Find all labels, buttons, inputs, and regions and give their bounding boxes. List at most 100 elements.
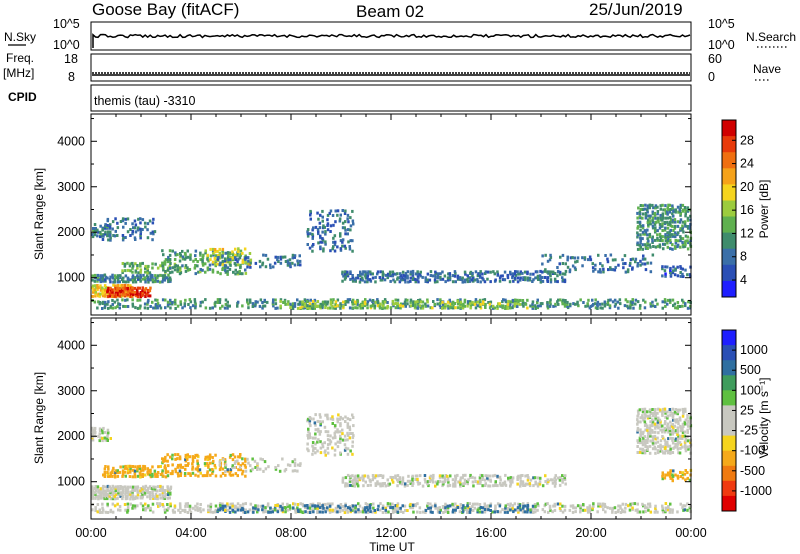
velocity-cell: [462, 482, 465, 486]
velocity-cell: [668, 510, 672, 514]
power-cell: [644, 245, 648, 249]
power-cell: [339, 239, 343, 243]
power-cell: [376, 298, 379, 302]
power-cell: [139, 279, 142, 283]
velocity-cell: [431, 478, 434, 482]
velocity-cell: [91, 487, 94, 491]
velocity-cell: [669, 432, 672, 436]
velocity-cell: [579, 508, 582, 512]
velocity-cell: [131, 504, 135, 508]
power-cell: [511, 272, 515, 276]
velocity-cell: [149, 508, 152, 512]
power-cell: [219, 272, 222, 276]
power-cell: [411, 304, 415, 308]
velocity-cell: [308, 506, 312, 510]
power-cell: [292, 304, 295, 308]
velocity-cell: [207, 504, 210, 508]
velocity-cell: [558, 478, 562, 482]
power-cell: [201, 300, 204, 304]
power-cell: [197, 270, 200, 274]
power-cell: [586, 302, 589, 306]
velocity-cell: [558, 506, 562, 510]
velocity-cell: [411, 484, 414, 487]
power-cell: [139, 221, 142, 225]
velocity-cell: [553, 502, 557, 506]
power-cell: [369, 272, 372, 276]
power-cell: [199, 253, 202, 257]
power-cell: [576, 259, 579, 263]
velocity-cell: [463, 478, 467, 482]
velocity-cell: [326, 413, 329, 417]
power-cell: [672, 269, 675, 273]
velocity-cell: [208, 455, 212, 459]
power-cell: [116, 226, 120, 230]
velocity-cell: [326, 434, 330, 438]
velocity-cell: [241, 457, 244, 461]
velocity-cell: [677, 451, 680, 455]
velocity-cell: [144, 502, 147, 506]
velocity-cell: [114, 490, 117, 494]
velocity-cell: [169, 504, 172, 508]
power-cell: [686, 225, 689, 228]
velocity-cell: [293, 458, 297, 462]
velocity-cell: [97, 489, 100, 493]
power-cell: [679, 203, 683, 207]
power-cell: [646, 206, 650, 210]
power-cell: [336, 213, 339, 217]
power-cell: [104, 286, 108, 289]
power-cell: [496, 306, 499, 310]
power-cell: [124, 298, 127, 302]
power-cell: [676, 224, 680, 228]
velocity-cell: [496, 502, 500, 506]
power-cell: [104, 223, 107, 227]
velocity-cell: [379, 474, 382, 477]
colorbar-tick-label: 500: [740, 363, 761, 377]
velocity-cell: [673, 445, 676, 449]
velocity-cell: [293, 464, 297, 468]
power-cell: [399, 272, 402, 276]
power-cell: [274, 302, 278, 306]
power-cell: [678, 305, 682, 308]
power-cell: [346, 300, 349, 304]
power-cell: [171, 266, 175, 270]
velocity-cell: [442, 482, 445, 486]
velocity-cell: [99, 496, 103, 500]
velocity-cell: [102, 496, 105, 500]
velocity-cell: [111, 492, 115, 496]
power-cell: [504, 300, 508, 304]
power-cell: [127, 280, 130, 284]
power-cell: [214, 300, 217, 304]
velocity-cell: [518, 504, 522, 508]
velocity-cell: [464, 473, 467, 477]
power-cell: [592, 302, 595, 306]
power-cell: [381, 276, 385, 280]
power-cell: [664, 233, 667, 237]
power-cell: [646, 204, 650, 208]
velocity-cell: [94, 495, 98, 499]
power-cell: [486, 270, 490, 274]
velocity-cell: [247, 461, 250, 465]
velocity-cell: [459, 484, 462, 488]
velocity-cell: [462, 484, 465, 487]
power-cell: [174, 307, 177, 310]
power-cell: [246, 298, 249, 302]
velocity-cell: [152, 497, 155, 500]
velocity-cell: [163, 464, 167, 468]
power-cell: [108, 225, 112, 229]
power-cell: [613, 268, 617, 272]
power-cell: [128, 289, 132, 293]
power-cell: [463, 280, 467, 284]
velocity-cell: [674, 408, 677, 411]
velocity-cell: [534, 504, 537, 508]
power-cell: [186, 266, 189, 270]
velocity-cell: [441, 505, 445, 508]
velocity-cell: [663, 476, 667, 480]
power-cell: [93, 223, 97, 226]
velocity-cell: [446, 478, 450, 482]
power-cell: [309, 213, 312, 217]
velocity-cell: [158, 493, 162, 497]
velocity-cell: [196, 502, 199, 506]
velocity-cell: [636, 409, 640, 413]
power-cell: [321, 226, 325, 230]
power-cell: [101, 300, 105, 304]
